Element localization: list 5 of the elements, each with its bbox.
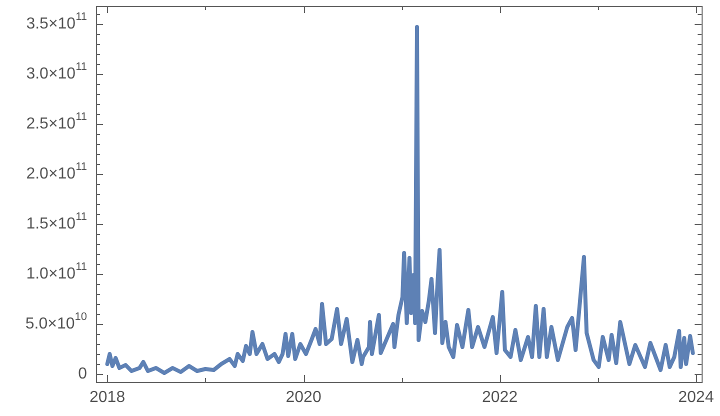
x-tick-label: 2024 [678,389,714,406]
x-tick-label: 2020 [286,389,322,406]
x-tick-label: 2022 [482,389,518,406]
y-tick-label: 0 [78,365,88,382]
x-tick-label: 2018 [89,389,126,406]
